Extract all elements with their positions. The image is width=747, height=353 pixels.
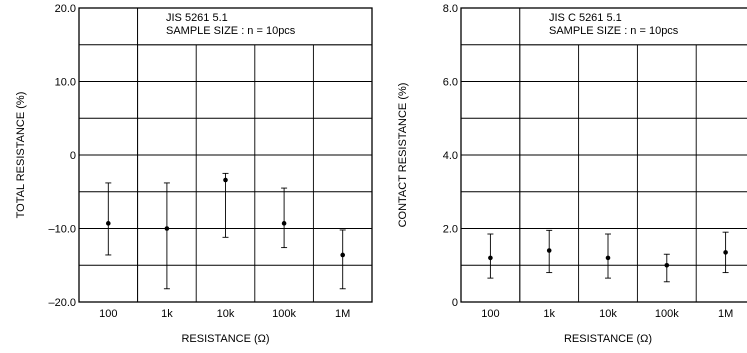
data-point [164, 226, 170, 231]
x-tick-label: 100k [272, 308, 296, 320]
data-point [340, 252, 346, 258]
data-point [723, 250, 728, 255]
note-line-2: SAMPLE SIZE : n = 10pcs [549, 25, 679, 37]
x-tick-label: 1k [161, 308, 173, 320]
y-tick-label: 0 [452, 297, 458, 309]
x-tick-label: 100k [655, 308, 679, 320]
x-axis-title: RESISTANCE (Ω) [181, 333, 269, 345]
x-tick-label: 1M [335, 308, 350, 320]
y-tick-label: 0 [70, 150, 76, 162]
x-tick-label: 100 [481, 308, 499, 320]
x-tick-label: 1M [718, 308, 733, 320]
note-box [519, 8, 747, 45]
data-point [106, 221, 111, 226]
note-box [137, 8, 372, 45]
y-tick-label: –10.0 [48, 224, 76, 236]
note-line-1: JIS C 5261 5.1 [549, 12, 622, 24]
note-line-1: JIS 5261 5.1 [166, 12, 228, 24]
x-tick-label: 1k [543, 308, 555, 320]
y-tick-label: 6.0 [443, 77, 458, 89]
plot-frame [460, 7, 747, 303]
x-tick-label: 10k [599, 308, 617, 320]
x-tick-label: 100 [99, 308, 117, 320]
y-tick-label: –20.0 [48, 297, 76, 309]
y-axis-title: TOTAL RESISTANCE (%) [15, 92, 27, 219]
plot-frame [78, 7, 373, 303]
y-tick-label: 10.0 [55, 77, 76, 89]
y-tick-label: 4.0 [443, 150, 458, 162]
data-point [281, 221, 287, 226]
x-axis-title: RESISTANCE (Ω) [564, 333, 652, 345]
data-point [223, 177, 228, 183]
note-line-2: SAMPLE SIZE : n = 10pcs [166, 25, 296, 37]
data-point [546, 248, 552, 253]
y-tick-label: 8.0 [443, 3, 458, 15]
data-point [605, 255, 611, 261]
data-point [664, 262, 670, 268]
y-tick-label: 20.0 [55, 3, 76, 15]
x-tick-label: 10k [217, 308, 235, 320]
data-point [488, 255, 493, 261]
y-tick-label: 2.0 [443, 224, 458, 236]
y-axis-title: CONTACT RESISTANCE (%) [397, 83, 409, 228]
